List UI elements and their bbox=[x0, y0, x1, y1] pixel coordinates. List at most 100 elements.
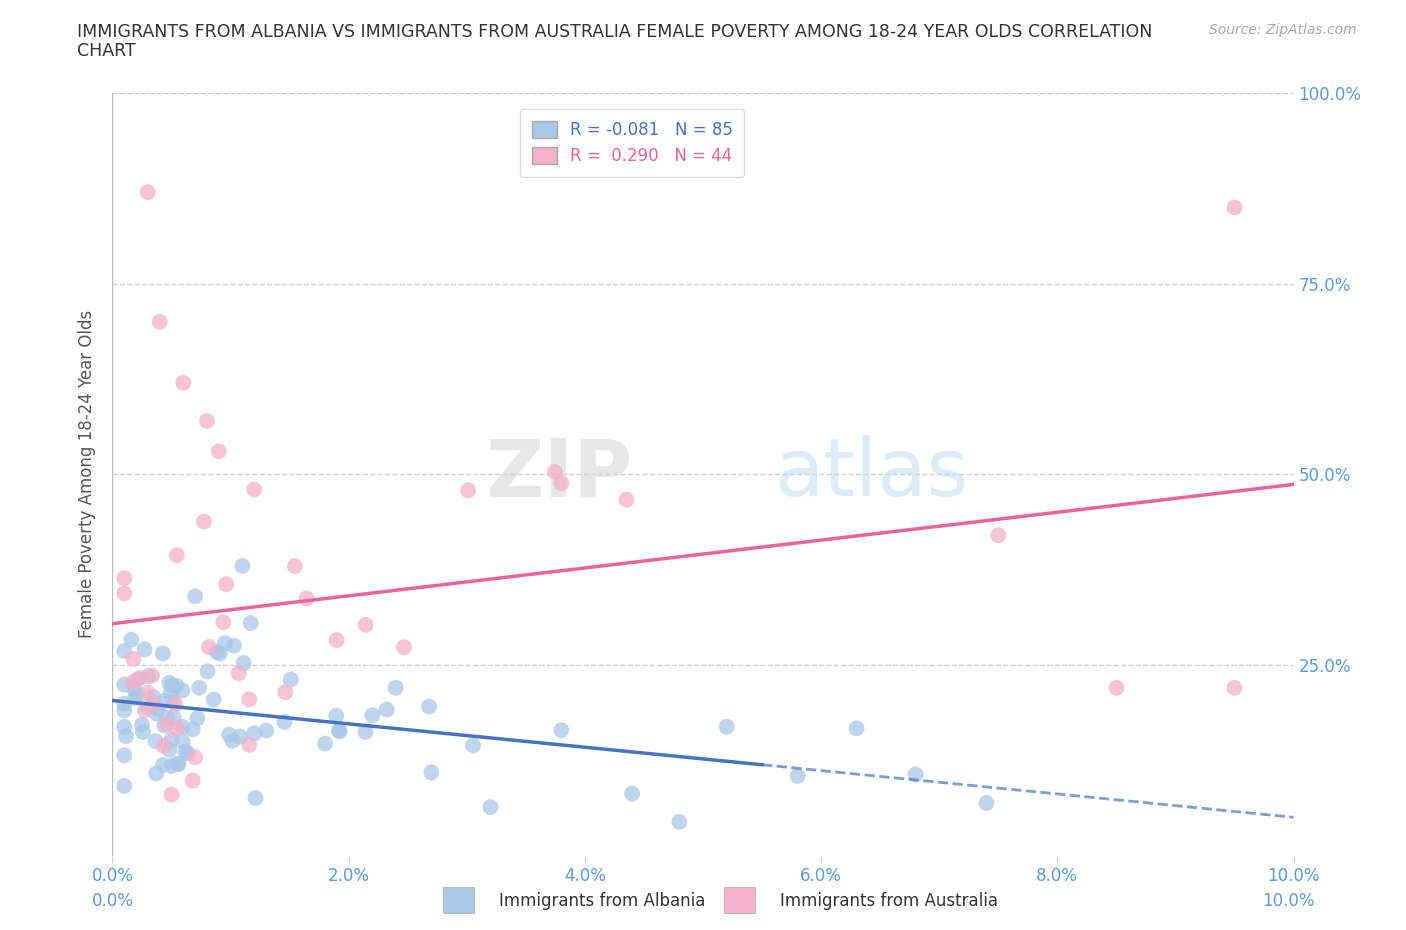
Point bbox=[232, 656, 254, 671]
Point bbox=[218, 727, 240, 742]
Point bbox=[152, 758, 174, 773]
Point bbox=[127, 687, 149, 702]
Y-axis label: Female Poverty Among 18-24 Year Olds: Female Poverty Among 18-24 Year Olds bbox=[77, 311, 96, 638]
Point bbox=[157, 675, 180, 690]
Point bbox=[172, 684, 194, 698]
Point bbox=[479, 800, 502, 815]
Point bbox=[243, 725, 266, 740]
Point bbox=[195, 414, 218, 429]
Text: atlas: atlas bbox=[773, 435, 969, 513]
Point bbox=[160, 787, 183, 802]
Point bbox=[212, 615, 235, 630]
Point bbox=[786, 768, 808, 783]
Point bbox=[136, 669, 159, 684]
Point bbox=[165, 697, 187, 711]
Point bbox=[159, 685, 181, 700]
Point bbox=[215, 577, 238, 591]
Text: IMMIGRANTS FROM ALBANIA VS IMMIGRANTS FROM AUSTRALIA FEMALE POVERTY AMONG 18-24 : IMMIGRANTS FROM ALBANIA VS IMMIGRANTS FR… bbox=[77, 23, 1153, 41]
Point bbox=[222, 638, 245, 653]
Point bbox=[136, 185, 159, 200]
Point bbox=[112, 697, 135, 711]
Text: CHART: CHART bbox=[77, 42, 136, 60]
Point bbox=[375, 702, 398, 717]
Point bbox=[544, 464, 567, 479]
Point bbox=[181, 722, 204, 737]
Point bbox=[152, 646, 174, 661]
Point bbox=[616, 492, 638, 507]
Point bbox=[231, 558, 253, 573]
Point bbox=[160, 732, 183, 747]
Point bbox=[141, 668, 163, 683]
Point bbox=[115, 729, 138, 744]
Point bbox=[160, 759, 183, 774]
Point bbox=[221, 734, 243, 749]
Point bbox=[163, 710, 186, 724]
Point bbox=[325, 632, 347, 647]
Point bbox=[186, 711, 208, 725]
Point bbox=[159, 742, 181, 757]
Point bbox=[193, 514, 215, 529]
Point bbox=[112, 703, 135, 718]
Point bbox=[166, 548, 188, 563]
Point bbox=[976, 795, 998, 810]
Point bbox=[461, 738, 484, 753]
Point bbox=[112, 719, 135, 734]
Point bbox=[136, 699, 159, 714]
Point bbox=[668, 815, 690, 830]
Point bbox=[167, 756, 190, 771]
Point bbox=[845, 721, 868, 736]
Point bbox=[238, 737, 260, 752]
Point bbox=[143, 696, 166, 711]
Point bbox=[152, 738, 174, 753]
Point bbox=[239, 616, 262, 631]
Point bbox=[145, 766, 167, 781]
Point bbox=[273, 714, 295, 729]
Text: Immigrants from Australia: Immigrants from Australia bbox=[780, 892, 998, 910]
Point bbox=[142, 690, 165, 705]
Point bbox=[280, 672, 302, 687]
Point bbox=[314, 737, 336, 751]
Point bbox=[202, 692, 225, 707]
Point bbox=[1223, 681, 1246, 696]
Point bbox=[112, 748, 135, 763]
Point bbox=[153, 694, 176, 709]
Point bbox=[329, 724, 352, 738]
Point bbox=[208, 646, 231, 661]
Point bbox=[228, 666, 250, 681]
Point bbox=[112, 571, 135, 586]
Point bbox=[145, 706, 167, 721]
Point bbox=[165, 678, 187, 693]
Text: 10.0%: 10.0% bbox=[1263, 892, 1315, 910]
Point bbox=[172, 734, 194, 749]
Point bbox=[274, 684, 297, 699]
Point bbox=[132, 724, 155, 739]
Point bbox=[361, 708, 384, 723]
Point bbox=[127, 671, 149, 686]
Point bbox=[174, 744, 197, 759]
Text: ZIP: ZIP bbox=[485, 435, 633, 513]
Point bbox=[420, 765, 443, 780]
Point bbox=[1105, 681, 1128, 696]
Point bbox=[112, 644, 135, 658]
Point bbox=[146, 701, 169, 716]
Point bbox=[328, 724, 350, 738]
Point bbox=[134, 642, 156, 657]
Point bbox=[987, 528, 1010, 543]
Point bbox=[134, 703, 156, 718]
Point bbox=[172, 720, 194, 735]
Point bbox=[621, 786, 644, 801]
Point bbox=[172, 376, 194, 391]
Point bbox=[122, 675, 145, 690]
Point bbox=[550, 723, 572, 737]
Point bbox=[120, 632, 142, 647]
Point bbox=[295, 591, 318, 605]
Point bbox=[198, 640, 221, 655]
Point bbox=[205, 644, 228, 659]
Point bbox=[354, 618, 377, 632]
Point bbox=[112, 677, 135, 692]
Point bbox=[181, 773, 204, 788]
Point bbox=[156, 711, 179, 725]
Point bbox=[418, 699, 440, 714]
Point bbox=[167, 757, 190, 772]
Point bbox=[325, 709, 347, 724]
